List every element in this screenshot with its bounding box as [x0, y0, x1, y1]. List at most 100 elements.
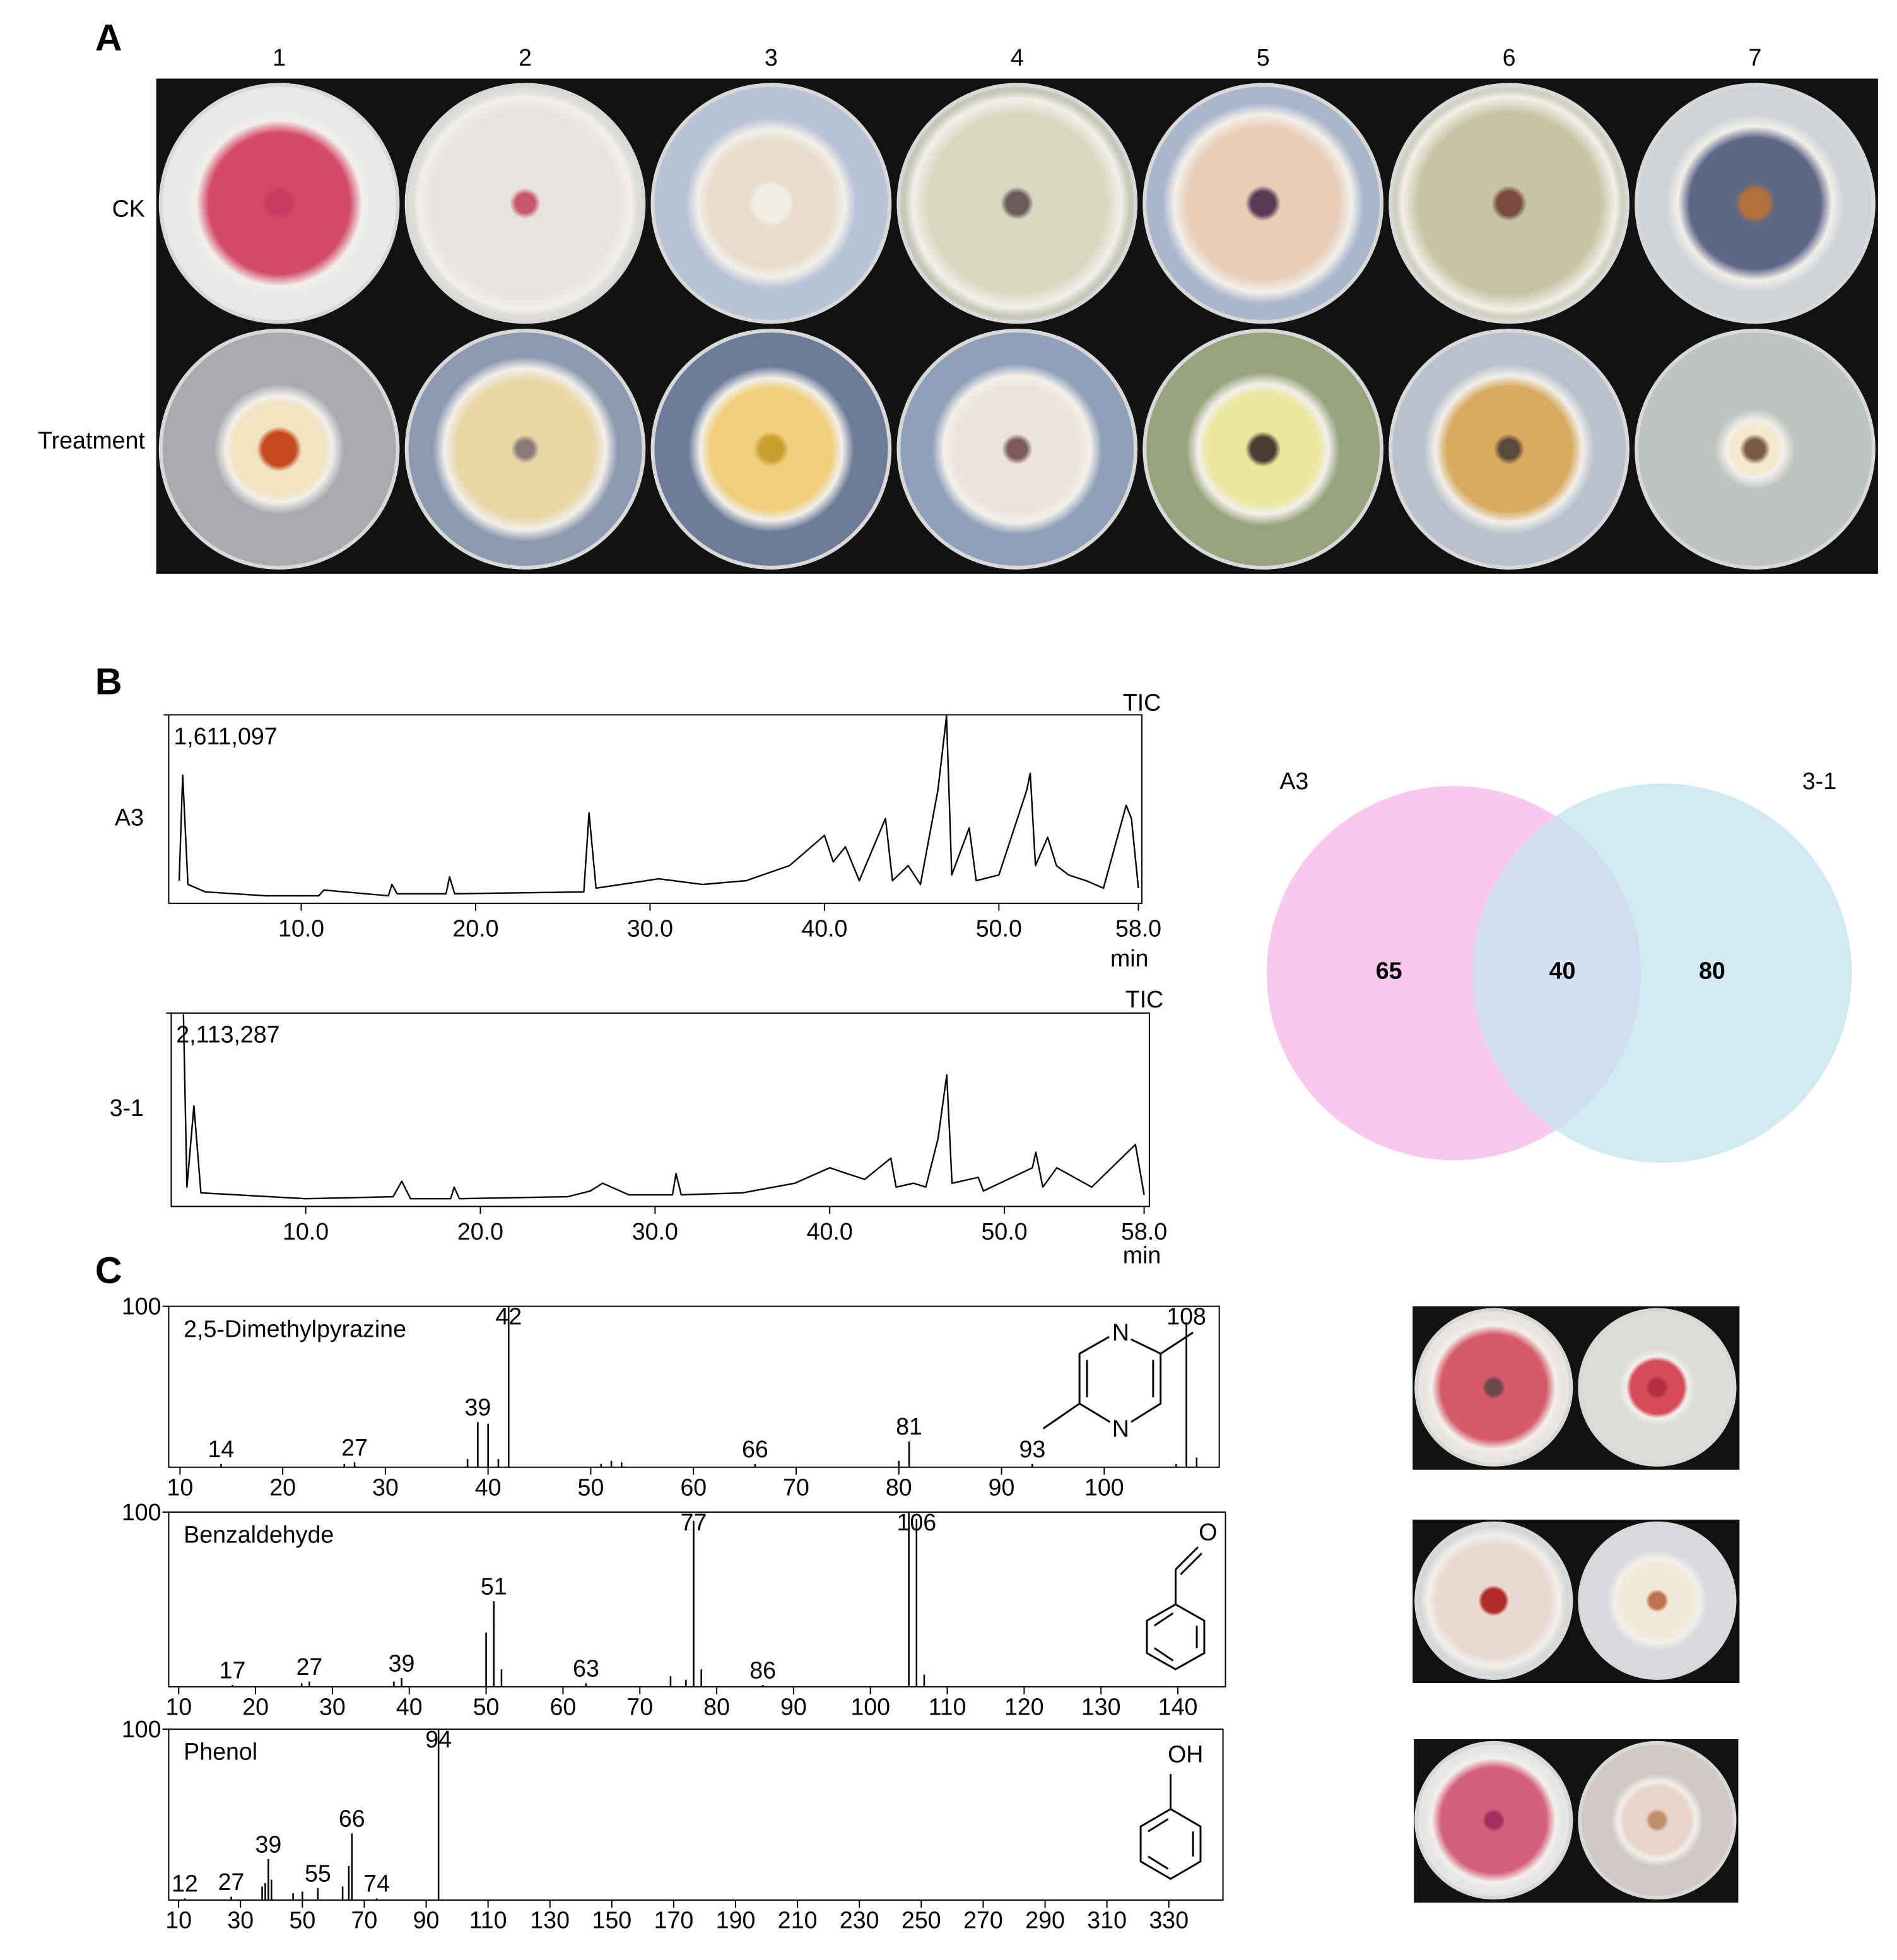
x-tick-label: 100	[850, 1694, 890, 1720]
venn-count: 80	[1699, 958, 1725, 984]
x-tick-label: 230	[840, 1907, 879, 1934]
peak-label: 66	[339, 1805, 365, 1832]
series-label: A3	[115, 804, 144, 830]
petri-dish	[1414, 1521, 1573, 1681]
column-label: 3	[765, 44, 778, 71]
set-label: 3-1	[1802, 768, 1836, 794]
x-tick-label: 60	[550, 1694, 577, 1720]
plot-frame	[168, 1728, 1224, 1901]
x-tick-label: 30	[372, 1474, 399, 1500]
petri-dish	[404, 329, 646, 570]
x-tick-label: 50	[578, 1474, 604, 1500]
x-tick-label: 250	[902, 1907, 941, 1934]
atom-label: N	[1112, 1415, 1129, 1441]
x-tick-label: 30.0	[627, 915, 673, 941]
x-tick-label: 40.0	[807, 1218, 853, 1245]
x-tick-label: 60	[680, 1474, 707, 1500]
x-tick-label: 130	[1081, 1694, 1121, 1720]
peak-label: 12	[172, 1870, 198, 1897]
y-tick-label: 100	[122, 1499, 162, 1525]
petri-dish	[1578, 1308, 1737, 1467]
petri-dish	[1142, 83, 1384, 324]
x-tick-label: 10	[167, 1474, 193, 1500]
x-tick-label: 190	[716, 1907, 756, 1934]
plot-frame	[170, 1012, 1150, 1207]
peak-label: 108	[1166, 1303, 1206, 1329]
peak-label: 27	[341, 1434, 368, 1460]
x-tick-label: 100	[1084, 1474, 1124, 1500]
set-circle	[1472, 783, 1852, 1163]
petri-dish	[650, 83, 892, 324]
x-tick-label: 70	[783, 1474, 809, 1500]
x-tick-label: 30.0	[632, 1218, 678, 1245]
peak-label: 106	[896, 1509, 936, 1535]
peak-label: 94	[425, 1726, 452, 1752]
peak-label: 27	[296, 1653, 322, 1680]
petri-dish	[1578, 1521, 1737, 1681]
petri-dish	[1414, 1308, 1573, 1467]
x-tick-label: 120	[1004, 1694, 1044, 1720]
panel-label: A	[95, 16, 122, 59]
column-label: 6	[1503, 44, 1516, 71]
peak-label: 55	[305, 1860, 331, 1886]
peak-label: 39	[255, 1831, 281, 1857]
peak-label: 39	[465, 1394, 491, 1421]
petri-dish	[1635, 83, 1876, 324]
x-tick-label: 10.0	[278, 915, 324, 941]
annotation: TIC	[1125, 986, 1164, 1012]
x-tick-label: 110	[469, 1907, 507, 1934]
structure-phenol	[1139, 1774, 1202, 1881]
x-tick-label: 20	[269, 1474, 296, 1500]
x-tick-label: 140	[1158, 1694, 1198, 1720]
peak-label: 17	[220, 1657, 246, 1683]
x-axis-label: min	[1110, 945, 1149, 971]
spectrum-title: Phenol	[184, 1739, 257, 1765]
column-label: 1	[273, 44, 286, 71]
petri-dish	[158, 329, 400, 570]
column-label: 5	[1257, 44, 1270, 71]
peak-label: 66	[742, 1436, 768, 1462]
y-tick-label: 1,611,097	[173, 723, 277, 749]
x-tick-label: 50	[473, 1694, 500, 1720]
x-tick-label: 170	[654, 1907, 694, 1934]
atom-label: OH	[1168, 1741, 1203, 1768]
annotation: TIC	[1123, 689, 1161, 715]
peak-label: 42	[495, 1303, 522, 1329]
set-label: A3	[1279, 768, 1308, 794]
spectrum-title: Benzaldehyde	[184, 1522, 334, 1548]
x-tick-label: 58.0	[1121, 1218, 1167, 1245]
atom-bg	[1108, 1416, 1134, 1441]
x-tick-label: 80	[886, 1474, 912, 1500]
x-tick-label: 70	[351, 1907, 378, 1934]
x-tick-label: 150	[592, 1907, 632, 1934]
petri-dish	[1389, 329, 1630, 570]
peak-label: 77	[681, 1509, 707, 1535]
row-label: Treatment	[38, 427, 145, 454]
y-tick-label: 100	[122, 1293, 162, 1320]
column-label: 2	[519, 44, 532, 71]
panel-label: B	[95, 660, 122, 702]
structure-pyrazine	[1042, 1331, 1194, 1430]
x-tick-label: 110	[929, 1694, 966, 1720]
atom-label: N	[1112, 1319, 1129, 1346]
plot-frame	[168, 714, 1143, 904]
x-tick-label: 210	[778, 1907, 818, 1934]
petri-dish	[1414, 1740, 1573, 1900]
x-tick-label: 58.0	[1115, 915, 1161, 941]
x-tick-label: 30	[319, 1694, 346, 1720]
x-tick-label: 290	[1025, 1907, 1065, 1934]
x-tick-label: 10.0	[283, 1218, 329, 1245]
x-axis-label: min	[1123, 1242, 1161, 1269]
column-label: 4	[1011, 44, 1024, 71]
x-tick-label: 40.0	[801, 915, 847, 941]
x-tick-label: 90	[989, 1474, 1015, 1500]
atom-label: O	[1199, 1519, 1217, 1546]
petri-dish	[1142, 329, 1384, 570]
x-tick-label: 50	[289, 1907, 315, 1934]
x-tick-label: 10	[165, 1694, 192, 1720]
peak-label: 39	[389, 1650, 415, 1676]
petri-dish	[896, 83, 1138, 324]
chromatogram-line	[178, 715, 1139, 897]
